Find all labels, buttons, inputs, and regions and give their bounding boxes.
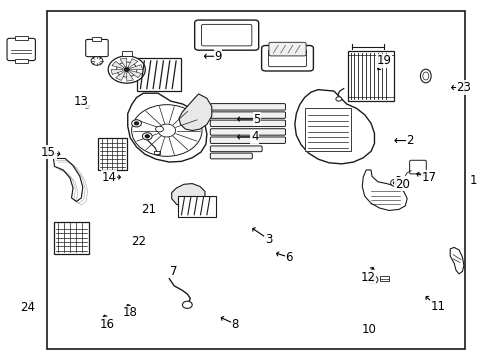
Text: 16: 16 xyxy=(99,318,115,331)
Text: 2: 2 xyxy=(406,134,414,147)
FancyBboxPatch shape xyxy=(210,129,286,135)
Polygon shape xyxy=(53,158,83,202)
FancyBboxPatch shape xyxy=(195,20,259,50)
Text: 7: 7 xyxy=(171,265,178,278)
Circle shape xyxy=(158,124,175,137)
Text: 6: 6 xyxy=(285,251,293,264)
Polygon shape xyxy=(116,72,125,80)
Polygon shape xyxy=(127,72,133,81)
Circle shape xyxy=(132,120,142,127)
Circle shape xyxy=(336,97,342,101)
Text: 4: 4 xyxy=(251,130,259,144)
Polygon shape xyxy=(450,247,464,274)
Circle shape xyxy=(182,301,192,309)
Circle shape xyxy=(91,57,103,65)
Polygon shape xyxy=(179,94,212,131)
FancyBboxPatch shape xyxy=(210,120,286,127)
Circle shape xyxy=(366,275,378,284)
Polygon shape xyxy=(130,71,142,78)
FancyBboxPatch shape xyxy=(210,104,286,110)
Polygon shape xyxy=(120,58,127,67)
FancyBboxPatch shape xyxy=(410,160,426,174)
Text: 14: 14 xyxy=(101,171,117,184)
Text: 13: 13 xyxy=(74,95,89,108)
Polygon shape xyxy=(111,69,123,75)
FancyBboxPatch shape xyxy=(269,42,306,56)
Circle shape xyxy=(369,278,374,282)
Polygon shape xyxy=(295,90,374,164)
Bar xyxy=(305,108,351,151)
FancyBboxPatch shape xyxy=(210,146,262,152)
Circle shape xyxy=(132,105,202,156)
Bar xyxy=(177,196,216,217)
Polygon shape xyxy=(112,61,124,68)
Text: 9: 9 xyxy=(215,50,222,63)
FancyBboxPatch shape xyxy=(86,40,108,57)
Text: 23: 23 xyxy=(457,81,471,94)
Text: 3: 3 xyxy=(265,233,272,246)
Text: 12: 12 xyxy=(361,271,376,284)
Circle shape xyxy=(143,133,152,140)
Text: 17: 17 xyxy=(421,171,436,184)
Polygon shape xyxy=(128,93,207,162)
FancyBboxPatch shape xyxy=(7,39,35,60)
Polygon shape xyxy=(130,65,143,69)
FancyBboxPatch shape xyxy=(269,50,307,67)
Ellipse shape xyxy=(423,72,429,80)
Circle shape xyxy=(135,122,139,125)
Text: 22: 22 xyxy=(131,235,146,248)
Bar xyxy=(98,138,127,170)
Bar xyxy=(54,222,89,253)
Bar xyxy=(15,36,27,40)
Circle shape xyxy=(117,62,137,77)
Text: 8: 8 xyxy=(232,318,239,331)
Text: 20: 20 xyxy=(395,178,410,191)
Text: 19: 19 xyxy=(377,54,392,67)
Text: 24: 24 xyxy=(20,301,35,314)
Circle shape xyxy=(108,56,146,83)
Circle shape xyxy=(146,135,149,138)
Text: 5: 5 xyxy=(253,113,261,126)
Text: 15: 15 xyxy=(41,145,56,158)
Bar xyxy=(154,150,160,154)
Circle shape xyxy=(156,126,163,132)
FancyBboxPatch shape xyxy=(262,45,314,71)
Bar xyxy=(122,51,132,56)
Bar xyxy=(92,37,101,41)
Text: 21: 21 xyxy=(141,203,156,216)
FancyBboxPatch shape xyxy=(210,112,286,118)
Text: 1: 1 xyxy=(470,174,477,186)
Text: 10: 10 xyxy=(362,323,377,336)
Polygon shape xyxy=(172,184,205,207)
Circle shape xyxy=(391,179,400,186)
Circle shape xyxy=(393,181,397,184)
Polygon shape xyxy=(362,170,407,211)
Ellipse shape xyxy=(420,69,431,83)
Text: 11: 11 xyxy=(431,300,445,313)
Text: 18: 18 xyxy=(122,306,138,319)
Bar xyxy=(137,58,181,91)
Bar xyxy=(47,12,465,348)
FancyBboxPatch shape xyxy=(201,24,252,46)
Bar xyxy=(380,276,389,281)
FancyBboxPatch shape xyxy=(210,137,286,143)
Circle shape xyxy=(124,68,129,71)
Bar xyxy=(15,59,27,63)
Bar xyxy=(347,51,394,101)
Polygon shape xyxy=(128,59,138,67)
FancyBboxPatch shape xyxy=(210,153,252,159)
